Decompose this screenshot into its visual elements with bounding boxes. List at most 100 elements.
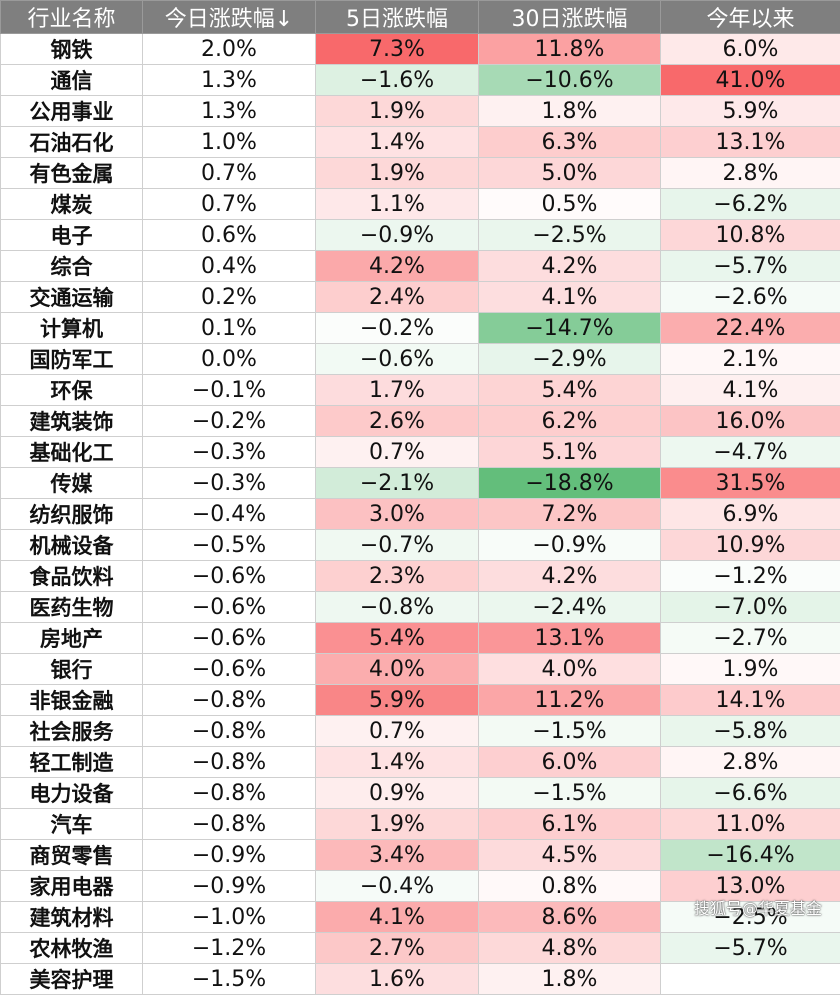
30day-change-cell: 11.2% — [479, 685, 661, 716]
5day-change-cell: 4.2% — [316, 251, 479, 282]
today-change-cell: −0.3% — [143, 468, 316, 499]
today-change-cell: −0.6% — [143, 623, 316, 654]
ytd-change-cell: 6.9% — [661, 499, 840, 530]
30day-change-cell: −1.5% — [479, 716, 661, 747]
5day-change-cell: 2.6% — [316, 406, 479, 437]
30day-change-cell: 5.4% — [479, 375, 661, 406]
ytd-change-cell: 16.0% — [661, 406, 840, 437]
industry-name-cell: 钢铁 — [1, 34, 143, 65]
5day-change-cell: 0.7% — [316, 437, 479, 468]
table-row: 美容护理−1.5%1.6%1.8% — [1, 964, 840, 995]
5day-change-cell: 0.9% — [316, 778, 479, 809]
30day-change-cell: 4.5% — [479, 840, 661, 871]
5day-change-cell: 4.1% — [316, 902, 479, 933]
header-5day-change[interactable]: 5日涨跌幅 — [316, 1, 479, 34]
table-row: 非银金融−0.8%5.9%11.2%14.1% — [1, 685, 840, 716]
30day-change-cell: 13.1% — [479, 623, 661, 654]
ytd-change-cell: −4.7% — [661, 437, 840, 468]
table-row: 银行−0.6%4.0%4.0%1.9% — [1, 654, 840, 685]
today-change-cell: −1.0% — [143, 902, 316, 933]
today-change-cell: −0.8% — [143, 716, 316, 747]
industry-name-cell: 银行 — [1, 654, 143, 685]
ytd-change-cell: 6.0% — [661, 34, 840, 65]
today-change-cell: 0.1% — [143, 313, 316, 344]
table-row: 汽车−0.8%1.9%6.1%11.0% — [1, 809, 840, 840]
today-change-cell: −0.6% — [143, 654, 316, 685]
industry-name-cell: 煤炭 — [1, 189, 143, 220]
5day-change-cell: 2.4% — [316, 282, 479, 313]
ytd-change-cell: −6.2% — [661, 189, 840, 220]
table-row: 社会服务−0.8%0.7%−1.5%−5.8% — [1, 716, 840, 747]
30day-change-cell: 0.5% — [479, 189, 661, 220]
ytd-change-cell: 31.5% — [661, 468, 840, 499]
ytd-change-cell: 10.9% — [661, 530, 840, 561]
30day-change-cell: −2.4% — [479, 592, 661, 623]
5day-change-cell: 7.3% — [316, 34, 479, 65]
ytd-change-cell: 11.0% — [661, 809, 840, 840]
header-ytd-change[interactable]: 今年以来 — [661, 1, 840, 34]
5day-change-cell: 2.7% — [316, 933, 479, 964]
today-change-cell: 0.7% — [143, 158, 316, 189]
today-change-cell: −0.4% — [143, 499, 316, 530]
today-change-cell: 2.0% — [143, 34, 316, 65]
30day-change-cell: 4.2% — [479, 561, 661, 592]
today-change-cell: −0.9% — [143, 871, 316, 902]
30day-change-cell: −14.7% — [479, 313, 661, 344]
industry-name-cell: 通信 — [1, 65, 143, 96]
30day-change-cell: 1.8% — [479, 96, 661, 127]
watermark: 搜狐号@华夏基金 — [694, 895, 822, 919]
5day-change-cell: 4.0% — [316, 654, 479, 685]
table-row: 环保−0.1%1.7%5.4%4.1% — [1, 375, 840, 406]
today-change-cell: −0.6% — [143, 592, 316, 623]
5day-change-cell: 1.4% — [316, 747, 479, 778]
industry-name-cell: 商贸零售 — [1, 840, 143, 871]
5day-change-cell: −0.8% — [316, 592, 479, 623]
5day-change-cell: −1.6% — [316, 65, 479, 96]
today-change-cell: 0.0% — [143, 344, 316, 375]
industry-name-cell: 汽车 — [1, 809, 143, 840]
table-row: 食品饮料−0.6%2.3%4.2%−1.2% — [1, 561, 840, 592]
today-change-cell: 1.3% — [143, 65, 316, 96]
today-change-cell: −0.8% — [143, 747, 316, 778]
30day-change-cell: −0.9% — [479, 530, 661, 561]
header-row: 行业名称 今日涨跌幅↓ 5日涨跌幅 30日涨跌幅 今年以来 — [1, 1, 840, 34]
industry-name-cell: 房地产 — [1, 623, 143, 654]
industry-name-cell: 美容护理 — [1, 964, 143, 995]
30day-change-cell: 6.1% — [479, 809, 661, 840]
ytd-change-cell: −1.2% — [661, 561, 840, 592]
30day-change-cell: 8.6% — [479, 902, 661, 933]
ytd-change-cell: −2.6% — [661, 282, 840, 313]
header-industry[interactable]: 行业名称 — [1, 1, 143, 34]
ytd-change-cell: 22.4% — [661, 313, 840, 344]
ytd-change-cell: 4.1% — [661, 375, 840, 406]
ytd-change-cell: −5.8% — [661, 716, 840, 747]
5day-change-cell: 1.4% — [316, 127, 479, 158]
header-30day-change[interactable]: 30日涨跌幅 — [479, 1, 661, 34]
5day-change-cell: −0.2% — [316, 313, 479, 344]
30day-change-cell: −2.5% — [479, 220, 661, 251]
industry-name-cell: 食品饮料 — [1, 561, 143, 592]
ytd-change-cell: 1.9% — [661, 654, 840, 685]
header-today-change[interactable]: 今日涨跌幅↓ — [143, 1, 316, 34]
industry-name-cell: 建筑装饰 — [1, 406, 143, 437]
industry-name-cell: 轻工制造 — [1, 747, 143, 778]
30day-change-cell: −10.6% — [479, 65, 661, 96]
table-row: 机械设备−0.5%−0.7%−0.9%10.9% — [1, 530, 840, 561]
30day-change-cell: −18.8% — [479, 468, 661, 499]
ytd-change-cell: −5.7% — [661, 251, 840, 282]
5day-change-cell: 1.9% — [316, 158, 479, 189]
today-change-cell: −1.5% — [143, 964, 316, 995]
industry-name-cell: 机械设备 — [1, 530, 143, 561]
ytd-change-cell: −2.7% — [661, 623, 840, 654]
today-change-cell: 0.4% — [143, 251, 316, 282]
5day-change-cell: 1.1% — [316, 189, 479, 220]
industry-name-cell: 电子 — [1, 220, 143, 251]
5day-change-cell: −0.6% — [316, 344, 479, 375]
30day-change-cell: 7.2% — [479, 499, 661, 530]
30day-change-cell: 4.2% — [479, 251, 661, 282]
